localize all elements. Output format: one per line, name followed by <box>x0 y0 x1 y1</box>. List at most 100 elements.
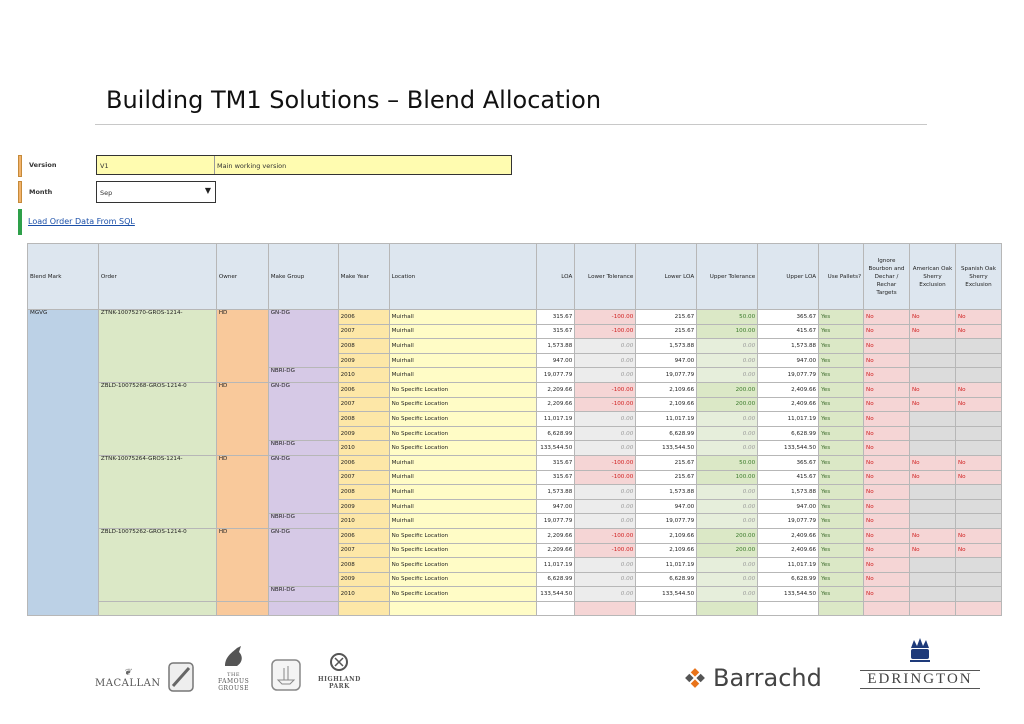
upper-tolerance-cell[interactable]: 0.00 <box>696 513 759 529</box>
american-oak-cell[interactable]: No <box>908 381 956 398</box>
lower-tolerance-cell[interactable]: 0.00 <box>574 571 637 588</box>
spanish-oak-cell[interactable] <box>954 338 1002 354</box>
month-select[interactable]: Sep ▼ <box>96 181 216 203</box>
location-cell[interactable]: No Specific Location <box>388 396 538 413</box>
american-oak-cell[interactable]: No <box>908 469 956 486</box>
american-oak-cell[interactable] <box>908 513 956 529</box>
ignore-bourbon-cell[interactable]: No <box>863 352 910 369</box>
lower-tolerance-cell[interactable]: -100.00 <box>574 454 637 471</box>
use-pallets-cell[interactable]: Yes <box>818 411 865 427</box>
ignore-bourbon-cell[interactable]: No <box>863 513 910 529</box>
location-cell[interactable]: No Specific Location <box>388 411 538 427</box>
upper-tolerance-cell[interactable]: 0.00 <box>696 352 759 369</box>
spanish-oak-cell[interactable] <box>954 352 1002 369</box>
use-pallets-cell[interactable]: Yes <box>818 557 865 573</box>
spanish-oak-cell[interactable]: No <box>954 323 1002 340</box>
lower-tolerance-cell[interactable]: 0.00 <box>574 484 637 500</box>
upper-tolerance-cell[interactable]: 0.00 <box>696 425 759 442</box>
upper-tolerance-cell[interactable]: 200.00 <box>696 396 759 413</box>
upper-tolerance-cell[interactable]: 200.00 <box>696 542 759 559</box>
location-cell[interactable]: No Specific Location <box>388 381 538 398</box>
american-oak-cell[interactable] <box>908 484 956 500</box>
use-pallets-cell[interactable]: Yes <box>818 586 865 602</box>
spanish-oak-cell[interactable] <box>954 513 1002 529</box>
ignore-bourbon-cell[interactable]: No <box>863 367 910 383</box>
lower-tolerance-cell[interactable]: 0.00 <box>574 352 637 369</box>
ignore-bourbon-cell[interactable]: No <box>863 309 910 325</box>
spanish-oak-cell[interactable]: No <box>954 381 1002 398</box>
version-field[interactable]: V1 Main working version <box>96 155 512 175</box>
upper-tolerance-cell[interactable]: 100.00 <box>696 323 759 340</box>
upper-tolerance-cell[interactable]: 0.00 <box>696 440 759 456</box>
ignore-bourbon-cell[interactable]: No <box>863 454 910 471</box>
upper-tolerance-cell[interactable]: 0.00 <box>696 557 759 573</box>
american-oak-cell[interactable] <box>908 367 956 383</box>
upper-tolerance-cell[interactable]: 200.00 <box>696 381 759 398</box>
ignore-bourbon-cell[interactable]: No <box>863 381 910 398</box>
ignore-bourbon-cell[interactable]: No <box>863 396 910 413</box>
spanish-oak-cell[interactable] <box>954 425 1002 442</box>
lower-tolerance-cell[interactable]: 0.00 <box>574 513 637 529</box>
spanish-oak-cell[interactable] <box>954 484 1002 500</box>
upper-tolerance-cell[interactable]: 0.00 <box>696 338 759 354</box>
american-oak-cell[interactable]: No <box>908 454 956 471</box>
upper-tolerance-cell[interactable]: 0.00 <box>696 484 759 500</box>
ignore-bourbon-cell[interactable]: No <box>863 527 910 544</box>
use-pallets-cell[interactable]: Yes <box>818 513 865 529</box>
use-pallets-cell[interactable]: Yes <box>818 367 865 383</box>
upper-tolerance-cell[interactable]: 0.00 <box>696 498 759 515</box>
use-pallets-cell[interactable]: Yes <box>818 469 865 486</box>
american-oak-cell[interactable] <box>908 586 956 602</box>
upper-tolerance-cell[interactable]: 100.00 <box>696 469 759 486</box>
spanish-oak-cell[interactable]: No <box>954 527 1002 544</box>
location-cell[interactable]: No Specific Location <box>388 571 538 588</box>
upper-tolerance-cell[interactable]: 0.00 <box>696 571 759 588</box>
american-oak-cell[interactable] <box>908 440 956 456</box>
american-oak-cell[interactable] <box>908 498 956 515</box>
upper-tolerance-cell[interactable]: 50.00 <box>696 309 759 325</box>
american-oak-cell[interactable]: No <box>908 396 956 413</box>
american-oak-cell[interactable]: No <box>908 542 956 559</box>
lower-tolerance-cell[interactable]: 0.00 <box>574 498 637 515</box>
ignore-bourbon-cell[interactable]: No <box>863 469 910 486</box>
lower-tolerance-cell[interactable]: -100.00 <box>574 527 637 544</box>
use-pallets-cell[interactable]: Yes <box>818 440 865 456</box>
ignore-bourbon-cell[interactable]: No <box>863 323 910 340</box>
lower-tolerance-cell[interactable]: -100.00 <box>574 396 637 413</box>
ignore-bourbon-cell[interactable]: No <box>863 440 910 456</box>
upper-tolerance-cell[interactable]: 0.00 <box>696 367 759 383</box>
use-pallets-cell[interactable]: Yes <box>818 338 865 354</box>
use-pallets-cell[interactable]: Yes <box>818 425 865 442</box>
ignore-bourbon-cell[interactable]: No <box>863 338 910 354</box>
version-value[interactable]: V1 <box>100 162 109 170</box>
spanish-oak-cell[interactable]: No <box>954 454 1002 471</box>
lower-tolerance-cell[interactable]: 0.00 <box>574 411 637 427</box>
lower-tolerance-cell[interactable]: -100.00 <box>574 323 637 340</box>
spanish-oak-cell[interactable] <box>954 498 1002 515</box>
ignore-bourbon-cell[interactable]: No <box>863 411 910 427</box>
spanish-oak-cell[interactable]: No <box>954 309 1002 325</box>
spanish-oak-cell[interactable] <box>954 586 1002 602</box>
location-cell[interactable]: Muirhall <box>388 513 538 529</box>
location-cell[interactable]: No Specific Location <box>388 527 538 544</box>
lower-tolerance-cell[interactable]: 0.00 <box>574 338 637 354</box>
location-cell[interactable]: No Specific Location <box>388 542 538 559</box>
american-oak-cell[interactable] <box>908 571 956 588</box>
lower-tolerance-cell[interactable]: 0.00 <box>574 440 637 456</box>
upper-tolerance-cell[interactable]: 0.00 <box>696 586 759 602</box>
use-pallets-cell[interactable]: Yes <box>818 352 865 369</box>
american-oak-cell[interactable] <box>908 338 956 354</box>
ignore-bourbon-cell[interactable]: No <box>863 498 910 515</box>
spanish-oak-cell[interactable] <box>954 571 1002 588</box>
spanish-oak-cell[interactable]: No <box>954 469 1002 486</box>
lower-tolerance-cell[interactable]: 0.00 <box>574 586 637 602</box>
month-value[interactable]: Sep <box>100 189 113 197</box>
location-cell[interactable]: No Specific Location <box>388 586 538 602</box>
location-cell[interactable]: No Specific Location <box>388 557 538 573</box>
lower-tolerance-cell[interactable]: 0.00 <box>574 425 637 442</box>
load-order-data-link[interactable]: Load Order Data From SQL <box>28 217 135 226</box>
lower-tolerance-cell[interactable]: -100.00 <box>574 381 637 398</box>
american-oak-cell[interactable]: No <box>908 309 956 325</box>
location-cell[interactable]: Muirhall <box>388 367 538 383</box>
location-cell[interactable]: Muirhall <box>388 309 538 325</box>
